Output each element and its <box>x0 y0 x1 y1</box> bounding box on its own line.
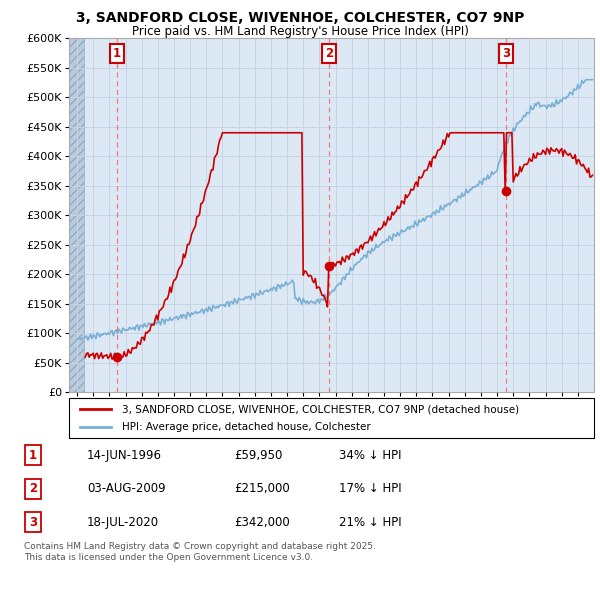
Text: £342,000: £342,000 <box>234 516 290 529</box>
Bar <box>69 38 83 392</box>
Text: 18-JUL-2020: 18-JUL-2020 <box>87 516 159 529</box>
Text: 1: 1 <box>29 448 37 462</box>
FancyBboxPatch shape <box>69 398 594 438</box>
Text: £215,000: £215,000 <box>234 482 290 496</box>
Text: 1: 1 <box>113 47 121 60</box>
Text: 2: 2 <box>325 47 333 60</box>
Text: 14-JUN-1996: 14-JUN-1996 <box>87 448 162 462</box>
Text: £59,950: £59,950 <box>234 448 283 462</box>
Text: 3, SANDFORD CLOSE, WIVENHOE, COLCHESTER, CO7 9NP (detached house): 3, SANDFORD CLOSE, WIVENHOE, COLCHESTER,… <box>121 405 518 415</box>
Text: 03-AUG-2009: 03-AUG-2009 <box>87 482 166 496</box>
Text: 17% ↓ HPI: 17% ↓ HPI <box>339 482 401 496</box>
Text: Price paid vs. HM Land Registry's House Price Index (HPI): Price paid vs. HM Land Registry's House … <box>131 25 469 38</box>
Text: 3, SANDFORD CLOSE, WIVENHOE, COLCHESTER, CO7 9NP: 3, SANDFORD CLOSE, WIVENHOE, COLCHESTER,… <box>76 11 524 25</box>
Text: 21% ↓ HPI: 21% ↓ HPI <box>339 516 401 529</box>
Text: 3: 3 <box>29 516 37 529</box>
Text: 3: 3 <box>502 47 510 60</box>
Text: 34% ↓ HPI: 34% ↓ HPI <box>339 448 401 462</box>
Text: 2: 2 <box>29 482 37 496</box>
Text: HPI: Average price, detached house, Colchester: HPI: Average price, detached house, Colc… <box>121 422 370 432</box>
Text: Contains HM Land Registry data © Crown copyright and database right 2025.
This d: Contains HM Land Registry data © Crown c… <box>24 542 376 562</box>
